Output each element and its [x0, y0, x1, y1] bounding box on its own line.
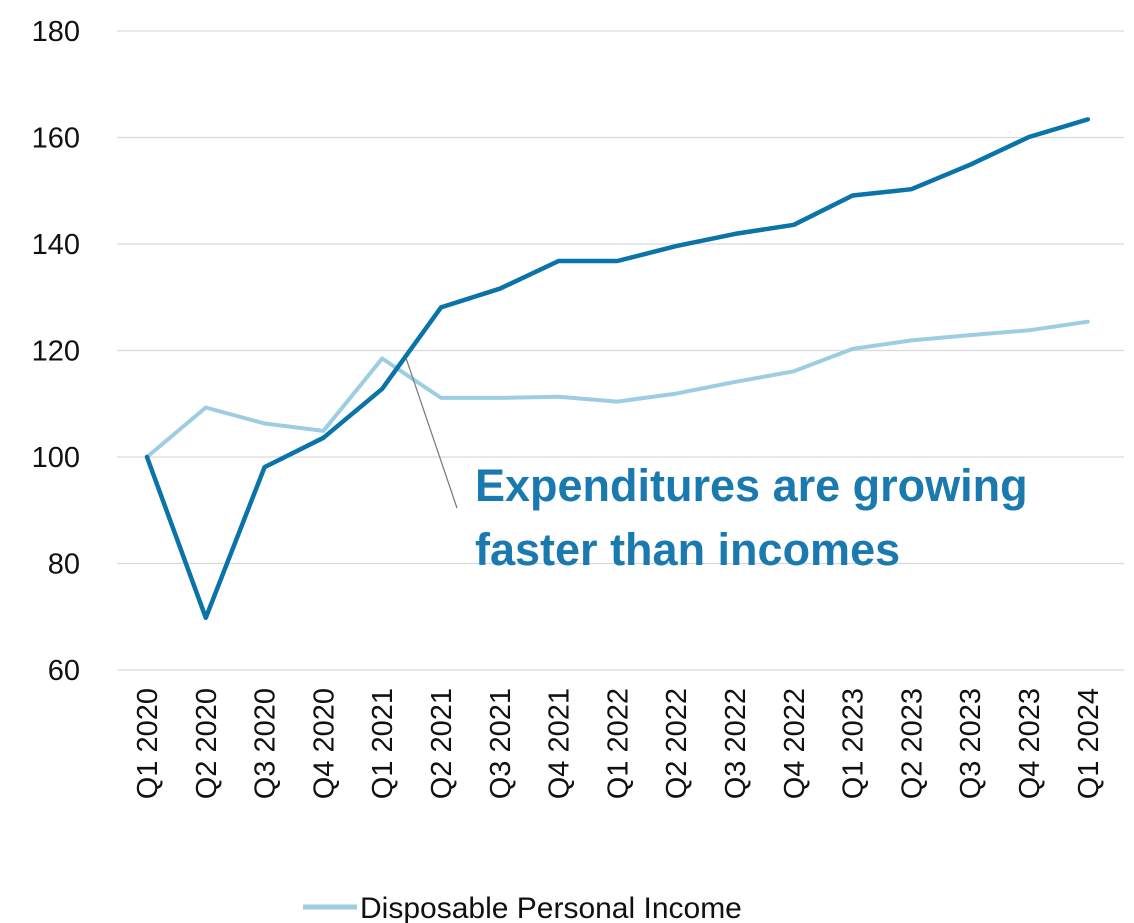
y-tick-label: 100	[32, 442, 80, 474]
annotation-line-1: Expenditures are growing	[475, 460, 1028, 511]
x-tick-label: Q4 2023	[1014, 688, 1046, 799]
x-tick-label: Q2 2023	[896, 688, 928, 799]
y-axis-ticks: 60 80 100 120 140 160 180	[32, 16, 80, 687]
y-tick-label: 180	[32, 16, 80, 48]
x-tick-label: Q4 2022	[779, 688, 811, 799]
legend: Disposable Personal Income	[303, 892, 742, 923]
legend-label-disposable-personal-income: Disposable Personal Income	[360, 892, 742, 923]
series-line-expenditures	[144, 117, 1091, 621]
x-tick-label: Q3 2020	[250, 688, 282, 799]
x-tick-label: Q1 2020	[132, 688, 164, 799]
y-tick-label: 80	[48, 549, 80, 581]
x-tick-label: Q1 2021	[367, 688, 399, 799]
x-tick-label: Q2 2020	[191, 688, 223, 799]
x-tick-label: Q4 2020	[308, 688, 340, 799]
x-tick-label: Q4 2021	[544, 688, 576, 799]
x-tick-label: Q2 2022	[661, 688, 693, 799]
x-tick-label: Q1 2023	[838, 688, 870, 799]
x-tick-label: Q1 2022	[602, 688, 634, 799]
x-axis-ticks: Q1 2020 Q2 2020 Q3 2020 Q4 2020 Q1 2021 Q2 20…	[132, 688, 1105, 799]
x-tick-label: Q3 2022	[720, 688, 752, 799]
x-tick-label: Q3 2023	[955, 688, 987, 799]
annotation: Expenditures are growing faster than inc…	[405, 357, 1028, 575]
x-tick-label: Q2 2021	[426, 688, 458, 799]
series-line-disposable-personal-income	[145, 319, 1090, 459]
y-tick-label: 140	[32, 229, 80, 261]
y-tick-label: 120	[32, 336, 80, 368]
y-tick-label: 60	[48, 655, 80, 687]
y-tick-label: 160	[32, 123, 80, 155]
annotation-leader-line	[405, 357, 458, 509]
x-tick-label: Q1 2024	[1073, 688, 1105, 799]
x-tick-label: Q3 2021	[485, 688, 517, 799]
annotation-line-2: faster than incomes	[475, 524, 900, 575]
series-lines	[144, 117, 1091, 621]
